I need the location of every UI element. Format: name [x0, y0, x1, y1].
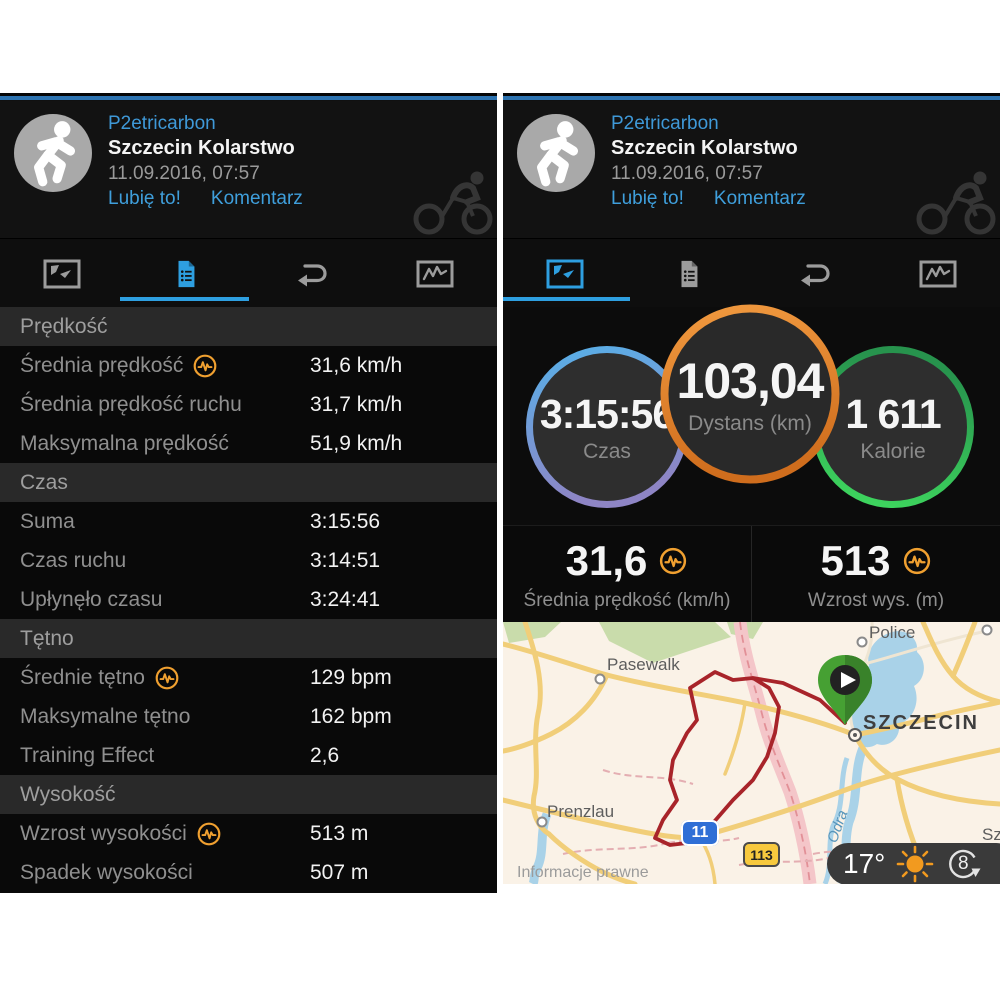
gauge-calories-label: Kalorie — [860, 439, 926, 463]
tab-charts[interactable] — [876, 239, 1000, 308]
avatar[interactable] — [517, 114, 595, 192]
weather-temp: 17° — [843, 848, 886, 879]
stat-row: Suma 3:15:56 — [0, 502, 497, 541]
cyclist-icon — [411, 164, 495, 236]
like-button[interactable]: Lubię to! — [108, 188, 181, 210]
activity-header: P2etricarbon Szczecin Kolarstwo 11.09.20… — [0, 101, 497, 238]
gauge-distance-value: 103,04 — [676, 353, 825, 409]
avatar[interactable] — [14, 114, 92, 192]
username-link[interactable]: P2etricarbon — [108, 113, 216, 134]
stat-row: Upłynęło czasu 3:24:41 — [0, 580, 497, 619]
map-label-szczecin: Szczecin — [863, 712, 979, 734]
runner-icon — [517, 114, 595, 192]
activity-details-screen: P2etricarbon Szczecin Kolarstwo 11.09.20… — [0, 93, 497, 893]
trend-chart-icon[interactable] — [192, 353, 218, 379]
section-header: Tętno — [0, 619, 497, 658]
map-label-police: Police — [869, 623, 916, 642]
details-icon — [171, 258, 201, 290]
summary-tiles: 31,6 Średnia prędkość (km/h) 513 Wzrost … — [503, 525, 1000, 623]
cyclist-icon — [914, 164, 998, 236]
town-markers — [536, 624, 993, 828]
map-canvas — [503, 622, 1000, 884]
route-start-pin[interactable] — [815, 653, 875, 727]
tab-bar — [503, 238, 1000, 308]
summary-gauges: 3:15:56 Czas 1 611 Kalorie — [503, 304, 1000, 525]
active-tab-underline — [503, 297, 630, 301]
stat-row: Średnia prędkość 31,6 km/h — [0, 346, 497, 385]
trend-chart-icon[interactable] — [154, 665, 180, 691]
stat-row: Czas ruchu 3:14:51 — [0, 541, 497, 580]
runner-icon — [14, 114, 92, 192]
sun-icon — [895, 844, 935, 884]
section-header: Prędkość — [0, 307, 497, 346]
like-button[interactable]: Lubię to! — [611, 188, 684, 210]
charts-icon — [416, 258, 454, 290]
map-label-pasewalk: Pasewalk — [607, 655, 680, 674]
tab-laps[interactable] — [752, 239, 876, 308]
gauge-calories: 1 611 Kalorie — [809, 343, 977, 511]
snapshot-icon — [546, 258, 584, 290]
route-track — [653, 670, 847, 847]
play-icon — [841, 672, 856, 688]
tile-elevation-label: Wzrost wys. (m) — [807, 590, 945, 611]
trend-chart-icon[interactable] — [902, 546, 932, 576]
top-accent-line — [503, 93, 1000, 101]
weather-widget[interactable]: 17° 8 — [827, 843, 1000, 884]
map-legal-link[interactable]: Informacje prawne — [517, 864, 649, 881]
stat-row: Maksymalna prędkość 51,9 km/h — [0, 424, 497, 463]
activity-datetime: 11.09.2016, 07:57 — [108, 162, 260, 184]
gauge-time-label: Czas — [583, 439, 631, 463]
sync-badge[interactable]: 8 — [945, 846, 981, 882]
tab-bar — [0, 238, 497, 308]
username-link[interactable]: P2etricarbon — [611, 113, 719, 134]
stats-list: Prędkość Średnia prędkość 31,6 km/h Śred… — [0, 307, 497, 892]
comment-button[interactable]: Komentarz — [210, 188, 303, 210]
stat-row: Średnia prędkość ruchu 31,7 km/h — [0, 385, 497, 424]
tab-details[interactable] — [627, 239, 751, 308]
section-header: Wysokość — [0, 775, 497, 814]
activity-header: P2etricarbon Szczecin Kolarstwo 11.09.20… — [503, 101, 1000, 238]
stat-row: Spadek wysokości 507 m — [0, 853, 497, 892]
section-header: Czas — [0, 463, 497, 502]
activity-snapshot-screen: P2etricarbon Szczecin Kolarstwo 11.09.20… — [503, 93, 1000, 884]
snapshot-icon — [43, 258, 81, 290]
top-accent-line — [0, 93, 497, 101]
trend-chart-icon[interactable] — [658, 546, 688, 576]
gauge-distance-label: Dystans (km) — [688, 412, 812, 435]
tab-snapshot[interactable] — [0, 239, 124, 308]
gauge-time-value: 3:15:56 — [539, 390, 675, 437]
activity-title: Szczecin Kolarstwo — [108, 137, 295, 160]
tile-avg-speed-label: Średnia prędkość (km/h) — [523, 590, 731, 611]
tab-charts[interactable] — [373, 239, 497, 308]
laps-icon — [292, 259, 330, 289]
stat-row: Średnie tętno 129 bpm — [0, 658, 497, 697]
road-shield-11: 11 — [681, 820, 719, 846]
comment-button[interactable]: Komentarz — [713, 188, 806, 210]
activity-datetime: 11.09.2016, 07:57 — [611, 162, 763, 184]
charts-icon — [919, 258, 957, 290]
tile-elevation-value: 513 — [820, 537, 891, 584]
gauge-calories-value: 1 611 — [845, 390, 941, 437]
map-label-partial: Sz — [982, 825, 1000, 844]
route-map[interactable]: Police Pasewalk Prenzlau Szczecin Odra S… — [503, 622, 1000, 884]
stat-row: Wzrost wysokości 513 m — [0, 814, 497, 853]
stat-row: Maksymalne tętno 162 bpm — [0, 697, 497, 736]
sync-count: 8 — [958, 853, 969, 874]
stat-row: Training Effect 2,6 — [0, 736, 497, 775]
activity-title: Szczecin Kolarstwo — [611, 137, 798, 160]
map-label-prenzlau: Prenzlau — [547, 802, 615, 821]
tile-elevation-gain[interactable]: 513 Wzrost wys. (m) — [751, 526, 1000, 623]
tile-avg-speed[interactable]: 31,6 Średnia prędkość (km/h) — [503, 526, 751, 623]
tile-avg-speed-value: 31,6 — [565, 537, 648, 584]
tab-laps[interactable] — [249, 239, 373, 308]
gauge-distance: 103,04 Dystans (km) — [658, 302, 842, 486]
road-shield-113: 113 — [743, 842, 780, 867]
trend-chart-icon[interactable] — [196, 821, 222, 847]
laps-icon — [795, 259, 833, 289]
details-icon — [674, 258, 704, 290]
active-tab-underline — [120, 297, 249, 301]
